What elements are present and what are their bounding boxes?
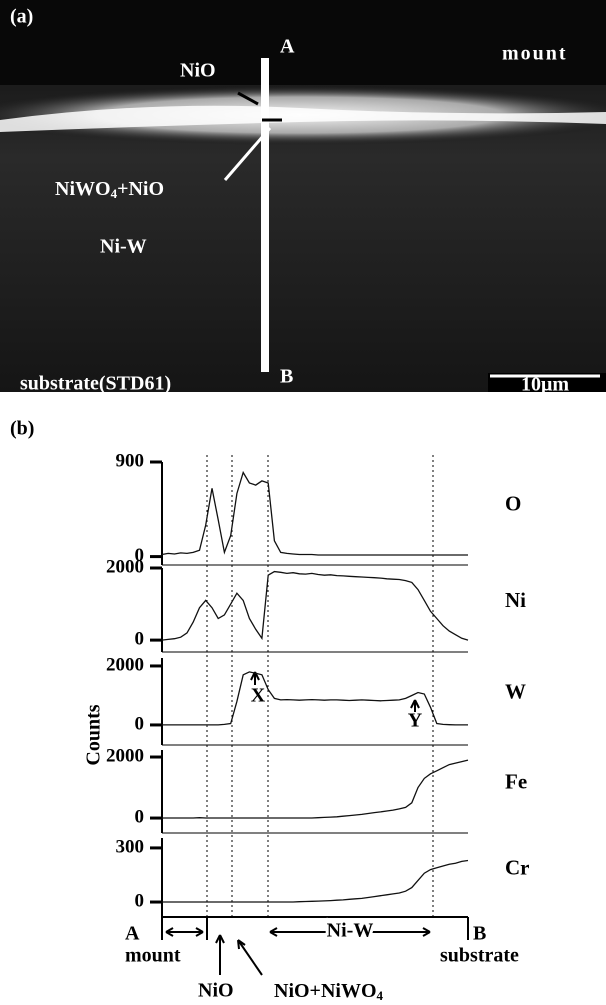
y-tick-label: 0 [135, 806, 145, 827]
panel-label: (a) [10, 6, 33, 28]
region-label: mount [125, 945, 181, 967]
panel-label: (b) [10, 418, 34, 440]
marker-label: Y [408, 710, 423, 732]
marker-label: X [251, 685, 266, 707]
profile-line [162, 671, 468, 726]
region-label: NiO [198, 980, 234, 1002]
phase-label: NiWO4+NiO [55, 178, 164, 201]
point-label: B [280, 366, 293, 388]
point-label: A [125, 923, 140, 945]
y-tick-label: 0 [135, 713, 145, 734]
profile-line [162, 759, 469, 819]
element-label: Fe [505, 769, 527, 793]
y-tick-label: 2000 [106, 745, 144, 766]
point-label: A [280, 36, 295, 58]
point-label: B [473, 923, 486, 945]
phase-label: mount [502, 43, 568, 65]
phase-label: NiO [180, 60, 216, 82]
scale-label: 10μm [521, 374, 569, 396]
profile-line [161, 470, 468, 556]
y-tick-label: 2000 [106, 556, 144, 577]
y-tick-label: 2000 [106, 654, 144, 675]
sem-image: (a) A B NiO mount NiWO4+NiO Ni-W substra… [0, 0, 606, 396]
region-label: Ni-W [327, 920, 374, 942]
y-tick-label: 0 [135, 545, 145, 566]
profile-panel: (b) Counts A B mount NiO NiO+NiWO4 Ni-W … [10, 418, 519, 1003]
element-label: O [505, 491, 521, 515]
profile-line [161, 570, 469, 641]
profile-line [162, 859, 469, 903]
phase-label: Ni-W [100, 236, 147, 258]
region-label: substrate [440, 945, 519, 967]
y-tick-label: 0 [135, 628, 145, 649]
region-label: NiO+NiWO4 [274, 980, 384, 1003]
element-label: W [505, 679, 526, 703]
phase-label: substrate(STD61) [20, 373, 171, 395]
element-label: Ni [505, 588, 526, 612]
element-label: Cr [505, 855, 530, 879]
y-tick-label: 900 [116, 450, 145, 471]
y-axis-label: Counts [83, 704, 105, 765]
y-tick-label: 0 [135, 890, 145, 911]
y-tick-label: 300 [116, 836, 145, 857]
